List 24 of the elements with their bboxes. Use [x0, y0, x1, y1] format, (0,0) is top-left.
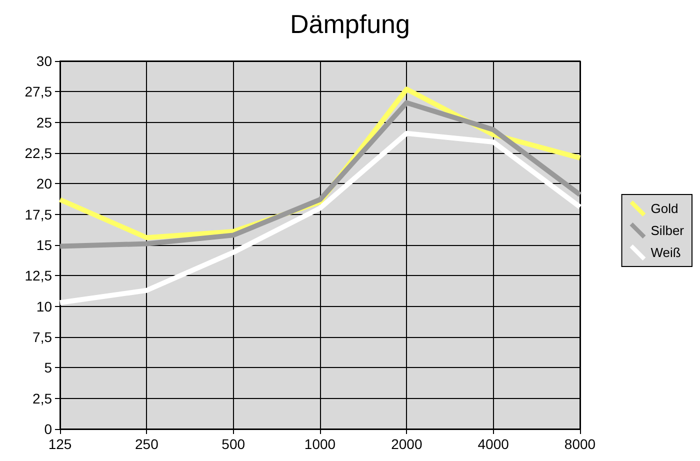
legend-label: Gold: [650, 201, 678, 216]
y-tick-label: 20: [36, 176, 52, 192]
y-tick-label: 7,5: [32, 329, 52, 345]
legend-label: Weiß: [650, 245, 681, 260]
y-tick-label: 22,5: [24, 145, 52, 161]
y-tick-label: 25: [36, 114, 52, 130]
y-tick-label: 0: [44, 421, 52, 437]
y-tick-label: 30: [36, 53, 52, 69]
y-tick-label: 27,5: [24, 84, 52, 100]
x-tick-label: 125: [48, 436, 72, 452]
x-tick-label: 1000: [304, 436, 336, 452]
y-tick-label: 10: [36, 298, 52, 314]
x-tick-label: 2000: [391, 436, 422, 452]
x-tick-label: 250: [134, 436, 159, 452]
legend-label: Silber: [650, 223, 685, 238]
x-tick-label: 4000: [478, 436, 510, 452]
y-tick-label: 12,5: [24, 268, 52, 284]
x-tick-label: 8000: [564, 436, 596, 452]
y-tick-label: 5: [44, 360, 52, 376]
x-tick-label: 500: [222, 436, 246, 452]
chart-title: Dämpfung: [290, 9, 410, 39]
y-tick-label: 15: [36, 237, 52, 253]
y-tick-label: 2,5: [32, 390, 52, 406]
y-tick-label: 17,5: [24, 206, 52, 222]
